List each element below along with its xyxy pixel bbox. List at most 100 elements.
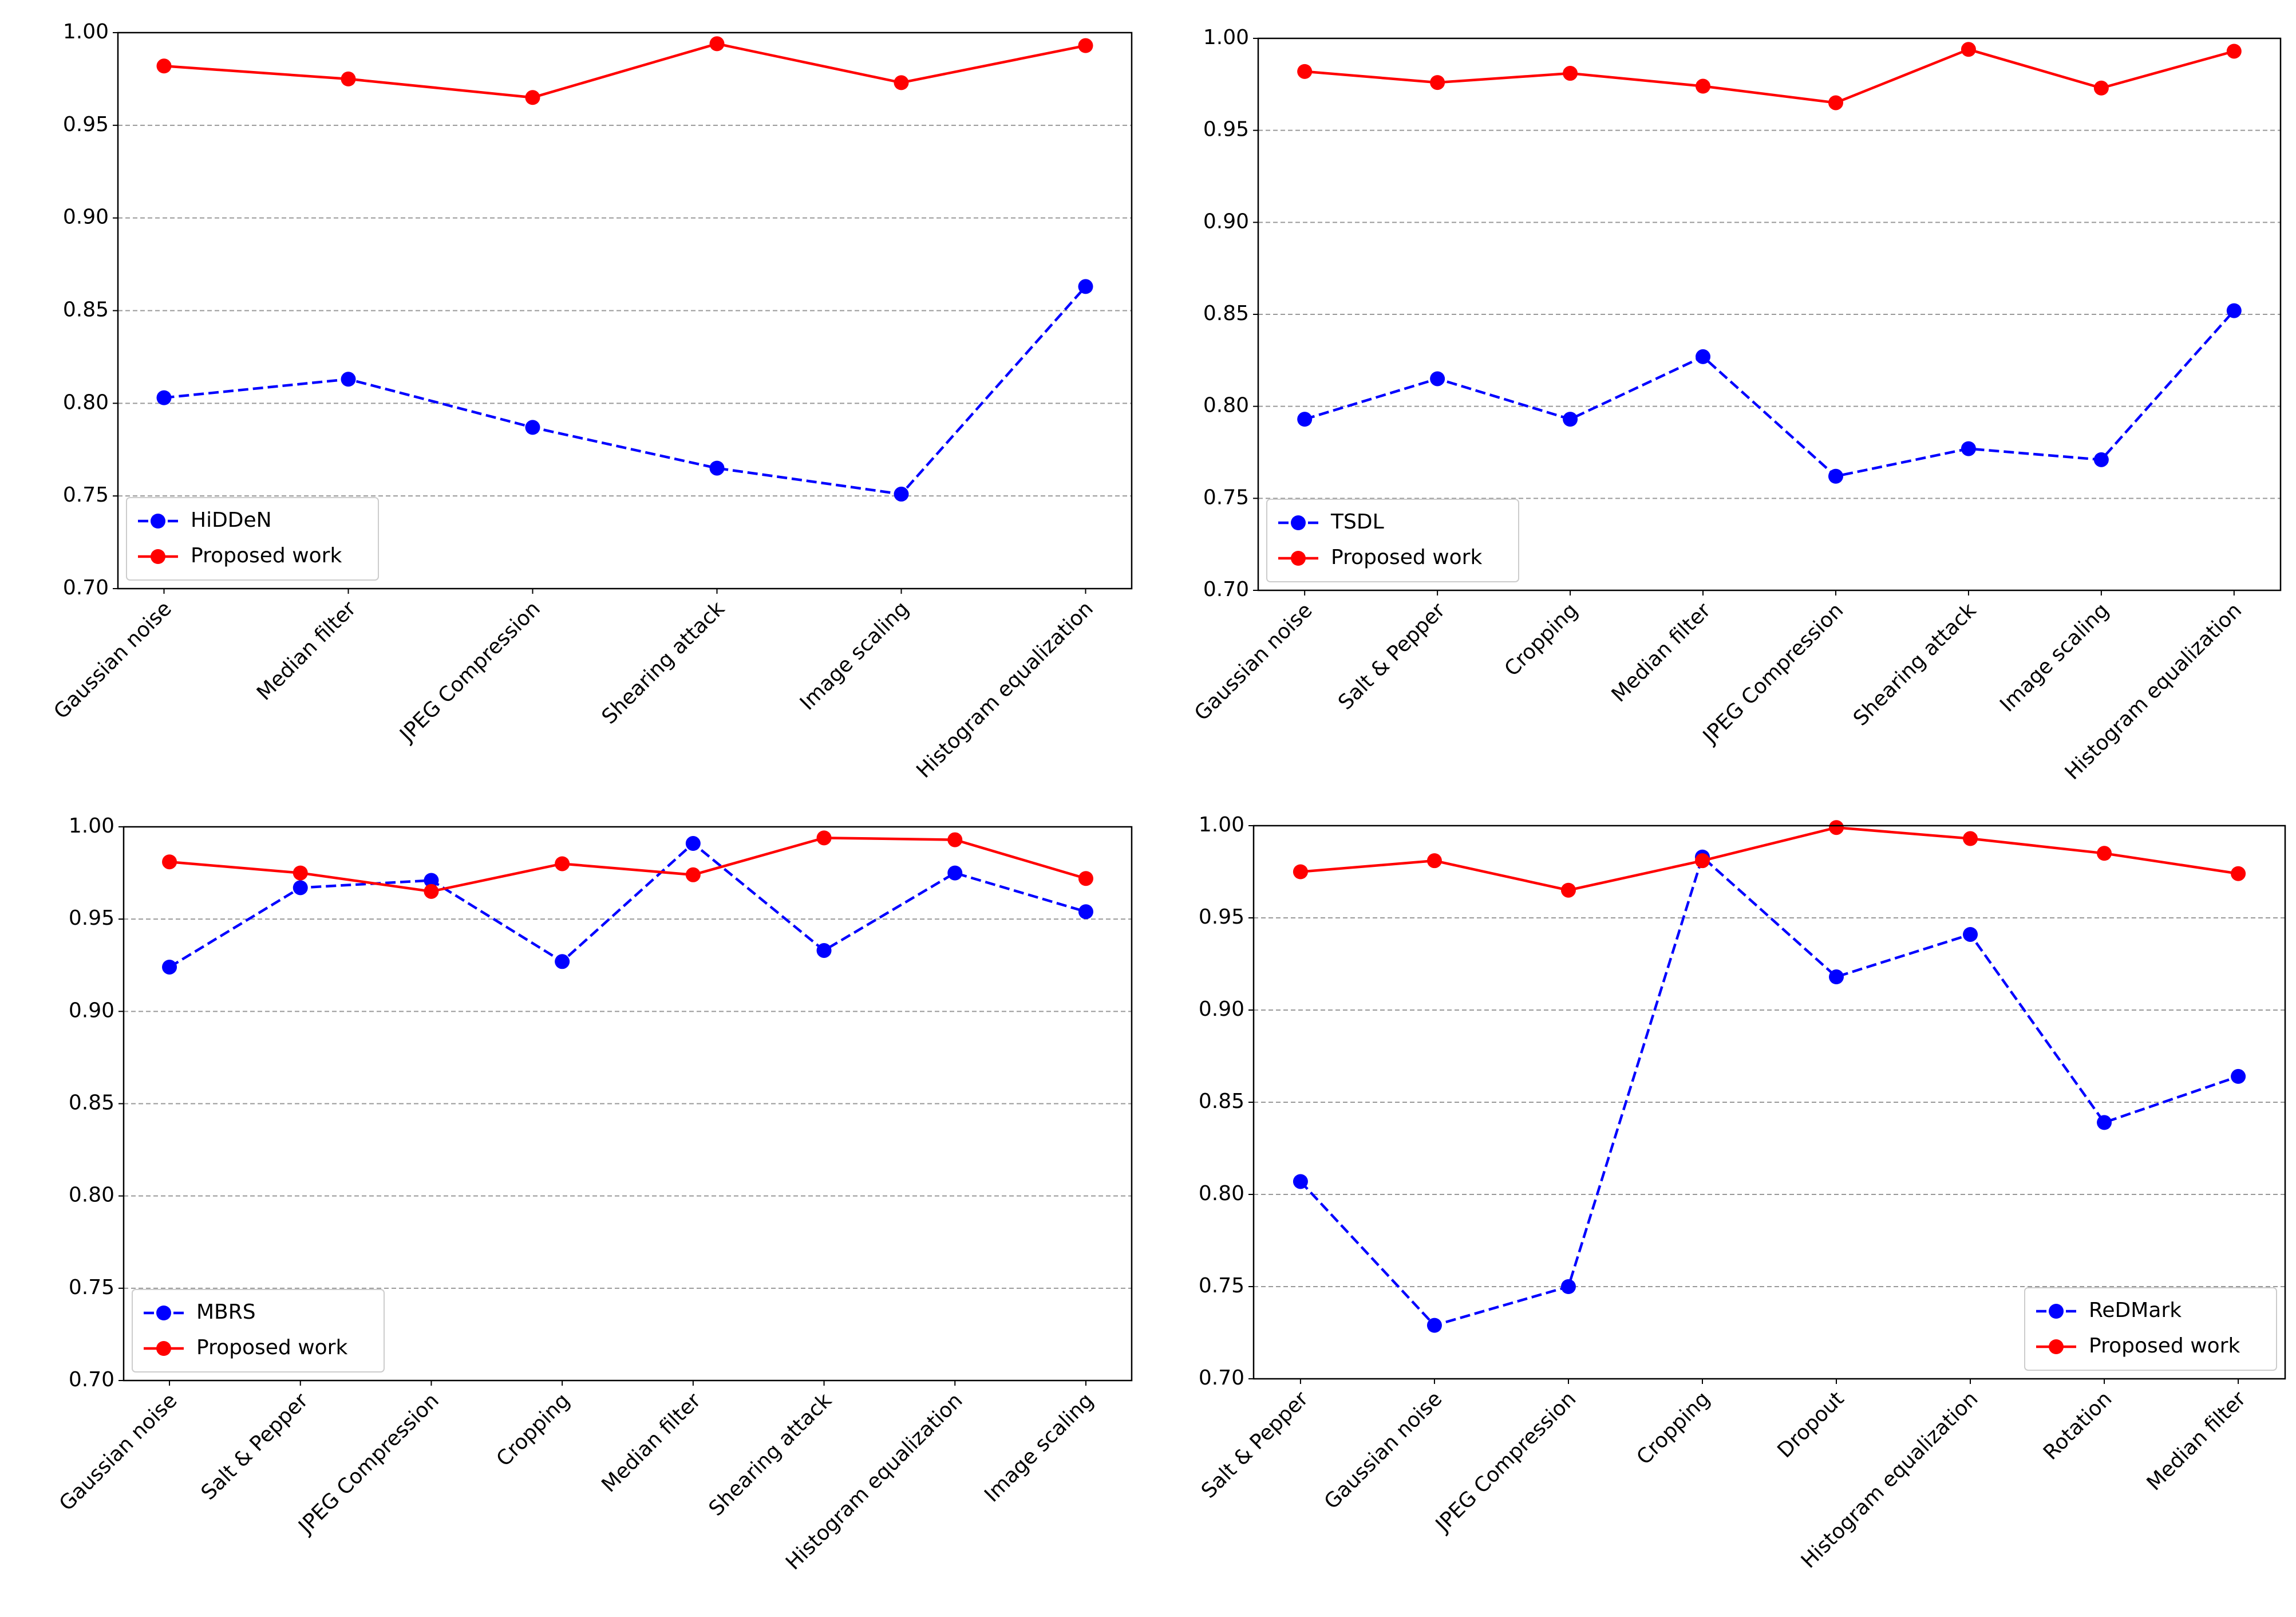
legend-label: Proposed work [191, 544, 342, 567]
legend: TSDL Proposed work [1266, 499, 1519, 582]
data-point [685, 836, 701, 851]
x-tick-label: Dropout [1773, 1387, 1849, 1462]
data-point [1961, 42, 1976, 57]
data-point [2097, 846, 2112, 861]
data-point [162, 959, 177, 975]
x-tick-label: Rotation [2039, 1387, 2116, 1464]
y-tick-label: 1.00 [1199, 813, 1244, 837]
series-line [169, 837, 1086, 893]
data-point [1828, 95, 1843, 111]
legend: MBRS Proposed work [132, 1289, 385, 1373]
data-point [2093, 80, 2109, 96]
x-tick-label: JPEG Compression [395, 597, 545, 747]
x-tick-label: Salt & Pepper [1334, 598, 1450, 715]
data-point [1078, 279, 1093, 294]
data-point [1293, 864, 1308, 880]
data-point [1696, 78, 1711, 94]
data-point [685, 867, 701, 882]
data-point [894, 75, 909, 90]
x-tick-label: JPEG Compression [1430, 1387, 1580, 1537]
data-point [894, 486, 909, 502]
data-point [947, 832, 963, 847]
data-point [2097, 1115, 2112, 1130]
x-tick-label: Median filter [597, 1389, 705, 1497]
legend-marker [1291, 551, 1306, 566]
data-point [947, 865, 963, 881]
x-tick-label: Salt & Pepper [197, 1389, 313, 1505]
data-point [156, 390, 172, 405]
series-line [1304, 310, 2235, 478]
x-tick-label: Gaussian noise [49, 597, 176, 724]
y-tick-label: 0.85 [69, 1091, 114, 1115]
plot-frame [117, 31, 1133, 590]
y-tick-label: 0.75 [1199, 1274, 1244, 1297]
x-tick-label: Gaussian noise [1190, 598, 1317, 725]
y-tick-label: 0.70 [1203, 578, 1249, 601]
legend-box [132, 1289, 385, 1373]
data-point [1829, 969, 1844, 985]
legend-marker [151, 514, 165, 529]
y-tick-label: 0.85 [1203, 302, 1249, 325]
data-point [1963, 926, 1978, 942]
data-point [1426, 1318, 1442, 1333]
data-point [2226, 303, 2242, 318]
x-tick-label: Shearing attack [598, 597, 729, 728]
legend-label: Proposed work [2089, 1334, 2240, 1358]
data-point [1078, 904, 1093, 920]
x-tick-label: Cropping [1632, 1387, 1714, 1469]
legend-box [1266, 499, 1519, 582]
legend-label: MBRS [196, 1300, 256, 1324]
data-point [1963, 831, 1978, 846]
y-tick-label: 0.95 [69, 906, 114, 930]
legend-box [126, 497, 379, 581]
series-line [1299, 854, 2239, 1327]
legend-marker [2049, 1304, 2064, 1319]
y-tick-label: 0.80 [1203, 394, 1249, 417]
data-point [1297, 64, 1313, 79]
data-point [1078, 38, 1093, 53]
y-tick-label: 0.90 [1199, 997, 1244, 1021]
y-tick-label: 0.70 [1199, 1366, 1244, 1390]
series-line [164, 42, 1086, 99]
data-point [525, 90, 540, 105]
x-tick-label: JPEG Compression [294, 1389, 444, 1539]
y-tick-label: 1.00 [63, 20, 109, 44]
y-tick-label: 0.80 [69, 1184, 114, 1207]
legend: ReDMark Proposed work [2024, 1287, 2277, 1371]
data-point [709, 36, 725, 52]
legend-label: Proposed work [1331, 546, 1482, 569]
legend-marker [1291, 515, 1306, 530]
x-tick-label: Shearing attack [705, 1389, 836, 1520]
series-line [168, 842, 1086, 968]
data-point [1293, 1174, 1308, 1189]
data-point [1961, 441, 1976, 456]
data-point [424, 873, 439, 888]
x-tick-label: Gaussian noise [55, 1389, 182, 1516]
data-point [1563, 66, 1578, 81]
x-tick-label: Cropping [1500, 598, 1583, 681]
data-point [555, 856, 570, 871]
y-tick-label: 0.95 [1199, 905, 1244, 929]
y-tick-label: 0.95 [63, 113, 109, 136]
x-tick-label: Median filter [1607, 598, 1716, 707]
subplot: 0.70 0.75 0.80 0.85 0.90 0.95 1.00 Gaussian noi… [55, 814, 1133, 1575]
y-tick-label: 0.90 [63, 206, 109, 229]
y-tick-label: 0.75 [1203, 486, 1249, 509]
data-point [424, 884, 439, 899]
subplot: 0.70 0.75 0.80 0.85 0.90 0.95 1.00 Salt & Peppe… [1197, 813, 2286, 1573]
data-point [1696, 349, 1711, 364]
data-point [709, 460, 725, 476]
data-point [2226, 44, 2242, 59]
y-tick-label: 0.80 [1199, 1182, 1244, 1205]
data-point [2231, 866, 2246, 881]
subplot: 0.70 0.75 0.80 0.85 0.90 0.95 1.00 Gaussian noi… [1190, 26, 2282, 784]
legend-label: Proposed work [196, 1336, 347, 1359]
series-line [1300, 826, 2239, 892]
legend-box [2024, 1287, 2277, 1371]
x-tick-label: Cropping [492, 1389, 575, 1471]
plot-frame [1257, 37, 2282, 591]
y-tick-label: 0.70 [69, 1368, 114, 1391]
legend-marker [156, 1341, 171, 1356]
data-point [1078, 871, 1093, 886]
